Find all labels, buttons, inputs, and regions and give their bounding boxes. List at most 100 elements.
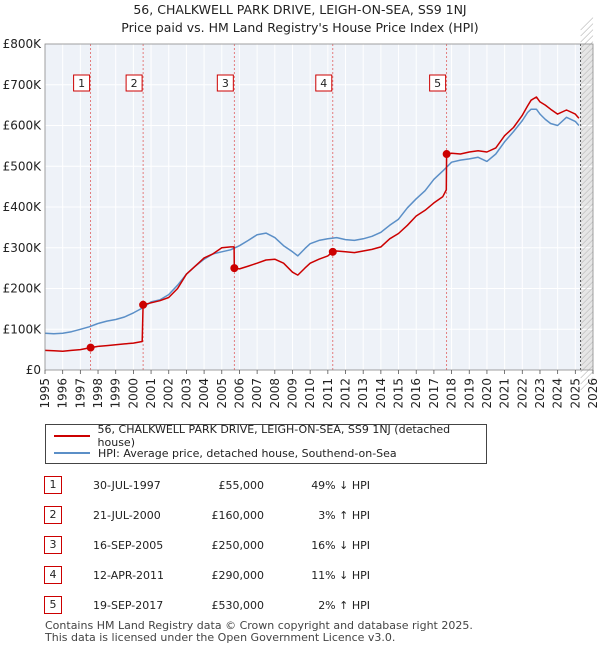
future-hatch-line: [580, 329, 594, 343]
future-hatch-line: [580, 95, 594, 109]
x-tick-label: 2019: [462, 378, 476, 409]
legend: 56, CHALKWELL PARK DRIVE, LEIGH-ON-SEA, …: [45, 423, 487, 464]
future-hatch-line: [580, 281, 594, 295]
future-hatch-line: [580, 215, 594, 229]
future-hatch-line: [580, 317, 594, 331]
sale-hpi-diff: 3% ↑ HPI: [318, 509, 370, 522]
future-hatch-line: [580, 263, 594, 277]
sale-date: 30-JUL-1997: [93, 479, 161, 492]
future-hatch-line: [580, 251, 594, 265]
future-hatch-line: [580, 113, 594, 127]
future-hatch-line: [580, 341, 594, 355]
y-tick-label: £400K: [3, 200, 43, 214]
future-hatch-line: [580, 377, 594, 391]
x-tick-label: 2024: [551, 378, 565, 409]
sale-price: £290,000: [211, 569, 265, 582]
future-hatch-line: [580, 185, 594, 199]
y-tick-label: £0: [26, 363, 41, 377]
sale-date: 16-SEP-2005: [93, 539, 164, 552]
table-row: 3 16-SEP-2005 £250,000 16% ↓ HPI: [0, 536, 600, 556]
future-hatch-line: [580, 71, 594, 85]
x-tick-label: 2002: [162, 378, 176, 409]
sale-date: 21-JUL-2000: [93, 509, 161, 522]
future-hatch-line: [580, 257, 594, 271]
x-tick-label: 2008: [268, 378, 282, 409]
sale-label-number: 5: [434, 77, 441, 90]
future-hatch-line: [580, 173, 594, 187]
table-row: 1 30-JUL-1997 £55,000 49% ↓ HPI: [0, 476, 600, 496]
x-tick-label: 2025: [568, 378, 582, 409]
future-hatch-line: [580, 311, 594, 325]
future-hatch-line: [580, 239, 594, 253]
legend-item-hpi: HPI: Average price, detached house, Sout…: [54, 445, 397, 461]
future-hatch-line: [580, 83, 594, 97]
sale-number-badge: 5: [44, 596, 62, 614]
sale-label-box: [315, 74, 333, 92]
future-hatch-line: [580, 245, 594, 259]
future-hatch-line: [580, 269, 594, 283]
x-tick-label: 2026: [586, 378, 600, 409]
x-tick-label: 2023: [533, 378, 547, 409]
x-tick-label: 2011: [321, 378, 335, 409]
future-hatch-line: [580, 77, 594, 91]
sale-hpi-diff: 49% ↓ HPI: [311, 479, 370, 492]
sale-number-badge: 3: [44, 536, 62, 554]
future-hatch-line: [580, 209, 594, 223]
x-tick-label: 2010: [303, 378, 317, 409]
future-hatch-line: [580, 65, 594, 79]
future-hatch-line: [580, 131, 594, 145]
x-tick-label: 2006: [232, 378, 246, 409]
x-tick-label: 2017: [427, 378, 441, 409]
table-row: 5 19-SEP-2017 £530,000 2% ↑ HPI: [0, 596, 600, 616]
x-tick-label: 1996: [56, 378, 70, 409]
y-tick-label: £500K: [3, 159, 43, 173]
sale-point: [86, 343, 95, 352]
future-hatch-line: [580, 299, 594, 313]
future-hatch-line: [580, 365, 594, 379]
x-tick-label: 2022: [515, 378, 529, 409]
future-hatch-line: [580, 305, 594, 319]
future-hatch-line: [580, 23, 594, 37]
sale-price: £530,000: [211, 599, 265, 612]
table-row: 2 21-JUL-2000 £160,000 3% ↑ HPI: [0, 506, 600, 526]
sale-label-box: [216, 74, 234, 92]
legend-label-property: 56, CHALKWELL PARK DRIVE, LEIGH-ON-SEA, …: [97, 423, 451, 449]
x-tick-label: 2012: [339, 378, 353, 409]
footer-licence: This data is licensed under the Open Gov…: [45, 631, 396, 644]
hpi-series-line: [44, 108, 580, 335]
legend-red-line: [54, 435, 90, 437]
sale-point: [139, 300, 148, 309]
future-hatch-line: [580, 179, 594, 193]
sale-price: £250,000: [211, 539, 265, 552]
y-tick-label: £700K: [3, 78, 43, 92]
future-hatch-line: [580, 53, 594, 67]
sale-label-box: [429, 74, 447, 92]
future-hatch-line: [580, 107, 594, 121]
price-chart: 1 2 3 4 5 £0 £100K £200K £300K £400K £500K £600K £70…: [3, 17, 600, 409]
sale-label-number: 3: [222, 77, 229, 90]
price-series-line: [44, 96, 580, 353]
x-tick-label: 2007: [250, 378, 264, 409]
sale-point: [328, 247, 337, 256]
chart-subtitle: Price paid vs. HM Land Registry's House …: [121, 20, 479, 35]
sale-price: £55,000: [218, 479, 265, 492]
footer-copyright: Contains HM Land Registry data © Crown c…: [45, 619, 473, 632]
x-tick-label: 2001: [144, 378, 158, 409]
future-hatch-line: [580, 287, 594, 301]
x-tick-label: 2016: [409, 378, 423, 409]
future-hatch-line: [580, 353, 594, 367]
future-hatch-line: [580, 167, 594, 181]
table-row: 4 12-APR-2011 £290,000 11% ↓ HPI: [0, 566, 600, 586]
sale-label-number: 2: [131, 77, 138, 90]
x-tick-label: 1998: [91, 378, 105, 409]
future-hatch-line: [580, 47, 594, 61]
x-tick-label: 1997: [73, 378, 87, 409]
future-hatch-line: [580, 221, 594, 235]
sale-label-number: 1: [78, 77, 85, 90]
sale-number-badge: 2: [44, 506, 62, 524]
future-hatch-line: [580, 161, 594, 175]
sale-date: 19-SEP-2017: [93, 599, 164, 612]
sale-label-box: [73, 74, 91, 92]
future-hatch-line: [580, 275, 594, 289]
x-tick-label: 2021: [498, 378, 512, 409]
